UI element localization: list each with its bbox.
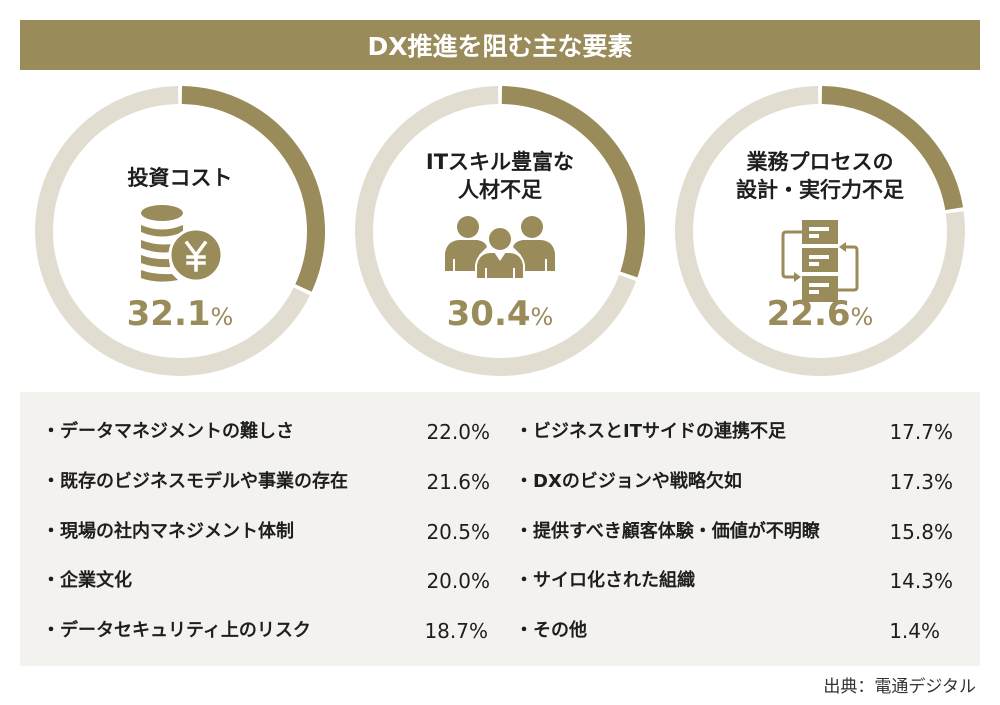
factor-row-value: 18.7% — [424, 619, 488, 643]
factor-value-unit: % — [850, 303, 874, 331]
factor-row-value: 22.0% — [426, 420, 490, 444]
donut-value-arc — [501, 86, 645, 278]
source-credit: 出典：電通デジタル — [823, 677, 976, 697]
donut-it-talent-shortage: ITスキル豊富な 人材不足 30.4% — [355, 86, 645, 376]
factor-value: 32.1% — [35, 294, 325, 334]
donut-svg — [675, 86, 965, 376]
factor-row: ・既存のビジネスモデルや事業の存在 21.6% — [42, 467, 490, 497]
donut-process-design-shortage: 業務プロセスの 設計・実行力不足 22.6% — [675, 86, 965, 376]
factor-row-label: ・データマネジメントの難しさ — [42, 421, 294, 442]
factor-row-label: ・既存のビジネスモデルや事業の存在 — [42, 471, 348, 492]
donut-svg — [355, 86, 645, 376]
factor-value-number: 22.6 — [766, 294, 851, 334]
factor-row: ・現場の社内マネジメント体制 20.5% — [42, 517, 490, 547]
factor-row: ・データマネジメントの難しさ 22.0% — [42, 417, 490, 447]
factor-value-number: 32.1 — [126, 294, 211, 334]
factor-value-number: 30.4 — [446, 294, 531, 334]
other-factors-panel: ・データマネジメントの難しさ 22.0% ・既存のビジネスモデルや事業の存在 2… — [20, 392, 980, 666]
factor-row: ・サイロ化された組織 14.3% — [515, 566, 953, 596]
factor-row-value: 20.5% — [426, 520, 490, 544]
donut-value-arc — [181, 86, 325, 292]
factor-row-value: 21.6% — [426, 470, 490, 494]
title-banner: DX推進を阻む主な要素 — [20, 20, 980, 70]
factor-label-line: 業務プロセスの — [746, 150, 894, 174]
factor-value-unit: % — [530, 303, 554, 331]
factor-label: 投資コスト — [35, 164, 325, 192]
factor-value: 30.4% — [355, 294, 645, 334]
factor-value-unit: % — [210, 303, 234, 331]
factor-row: ・その他 1.4% — [515, 616, 940, 646]
factor-row-label: ・その他 — [515, 620, 587, 641]
factor-row-label: ・サイロ化された組織 — [515, 570, 695, 591]
factor-row-value: 17.7% — [889, 420, 953, 444]
factor-label-line: 設計・実行力不足 — [736, 178, 904, 202]
factor-label: ITスキル豊富な 人材不足 — [355, 148, 645, 204]
factor-row: ・提供すべき顧客体験・価値が不明瞭 15.8% — [515, 517, 953, 547]
factor-row-label: ・提供すべき顧客体験・価値が不明瞭 — [515, 521, 820, 542]
donut-investment-cost: 投資コスト 32.1% — [35, 86, 325, 376]
factor-row-label: ・データセキュリティ上のリスク — [42, 620, 311, 641]
factor-value: 22.6% — [675, 294, 965, 334]
donut-svg — [35, 86, 325, 376]
donut-track — [35, 86, 310, 376]
factor-row-label: ・ビジネスとITサイドの連携不足 — [515, 421, 786, 442]
factor-row-label: ・DXのビジョンや戦略欠如 — [515, 471, 742, 492]
factor-row-value: 14.3% — [889, 569, 953, 593]
factor-label: 業務プロセスの 設計・実行力不足 — [675, 148, 965, 204]
factor-row-label: ・現場の社内マネジメント体制 — [42, 521, 294, 542]
factor-row: ・ビジネスとITサイドの連携不足 17.7% — [515, 417, 953, 447]
donut-track — [675, 86, 965, 376]
factor-row-value: 20.0% — [426, 569, 490, 593]
factor-label-line: 人材不足 — [458, 178, 542, 202]
factor-label-line: 投資コスト — [127, 166, 233, 190]
factor-row: ・企業文化 20.0% — [42, 566, 490, 596]
factor-row: ・データセキュリティ上のリスク 18.7% — [42, 616, 488, 646]
factor-label-line: ITスキル豊富な — [425, 150, 575, 174]
factor-row-value: 15.8% — [889, 520, 953, 544]
factor-row-value: 1.4% — [889, 619, 940, 643]
chart-title: DX推進を阻む主な要素 — [367, 32, 633, 61]
factor-row-label: ・企業文化 — [42, 570, 132, 591]
donut-track — [355, 86, 637, 376]
donut-value-arc — [821, 86, 964, 211]
factor-row-value: 17.3% — [889, 470, 953, 494]
factor-row: ・DXのビジョンや戦略欠如 17.3% — [515, 467, 953, 497]
